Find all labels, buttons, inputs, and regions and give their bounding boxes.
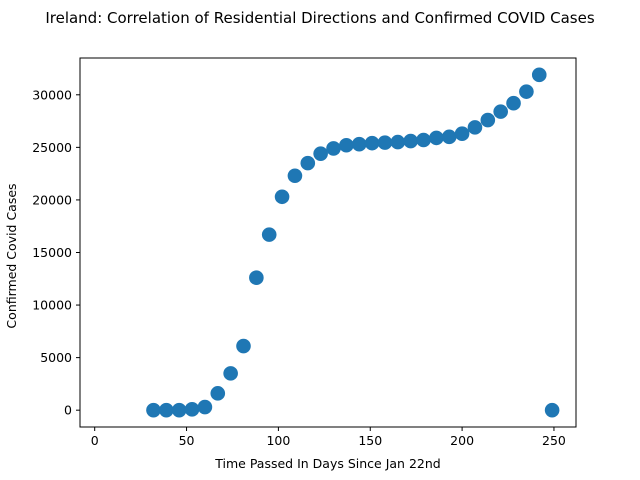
y-tick-label: 5000 xyxy=(40,350,72,365)
y-tick-label: 30000 xyxy=(32,87,72,102)
data-point xyxy=(236,338,251,354)
x-tick-label: 0 xyxy=(91,433,99,448)
x-tick-label: 200 xyxy=(450,433,474,448)
data-point xyxy=(146,402,161,418)
y-tick-label: 0 xyxy=(64,403,72,418)
data-point xyxy=(171,402,187,418)
data-point xyxy=(339,137,354,153)
data-point xyxy=(184,402,200,417)
data-point xyxy=(287,168,303,184)
y-tick-label: 10000 xyxy=(32,298,72,313)
data-point xyxy=(519,84,534,99)
data-point xyxy=(403,133,418,149)
data-point xyxy=(326,141,341,156)
data-point xyxy=(467,120,483,135)
data-point xyxy=(249,270,264,286)
chart-title: Ireland: Correlation of Residential Dire… xyxy=(45,9,595,27)
x-tick-label: 100 xyxy=(266,433,290,448)
data-point xyxy=(390,134,406,150)
data-point xyxy=(210,386,226,401)
x-tick-label: 250 xyxy=(542,433,566,448)
data-point xyxy=(441,129,457,145)
data-point xyxy=(313,146,328,161)
data-point xyxy=(377,135,393,150)
data-point xyxy=(416,132,431,148)
data-point xyxy=(300,155,316,171)
data-point xyxy=(480,112,496,128)
y-tick-label: 20000 xyxy=(32,192,72,207)
data-point xyxy=(493,104,508,119)
data-point xyxy=(429,130,444,146)
axes: 0 50 100 150 200 250 0 5000 10000 15000 20000 25000… xyxy=(32,57,577,448)
data-point xyxy=(506,95,521,111)
data-point xyxy=(274,189,290,205)
data-points xyxy=(146,67,560,418)
y-tick-label: 15000 xyxy=(32,245,72,260)
x-axis-label: Time Passed In Days Since Jan 22nd xyxy=(214,456,440,471)
data-point xyxy=(159,402,174,418)
data-point xyxy=(351,136,367,152)
data-point xyxy=(261,227,277,242)
data-point xyxy=(544,402,560,418)
y-axis-label: Confirmed Covid Cases xyxy=(4,183,19,328)
x-tick-label: 150 xyxy=(358,433,382,448)
plot-frame xyxy=(79,57,577,428)
data-point xyxy=(531,67,547,83)
y-tick-label: 25000 xyxy=(32,140,72,155)
x-tick-label: 50 xyxy=(179,433,195,448)
data-point xyxy=(364,135,380,151)
data-point xyxy=(223,366,238,381)
data-point xyxy=(197,399,213,415)
data-point xyxy=(454,126,470,141)
